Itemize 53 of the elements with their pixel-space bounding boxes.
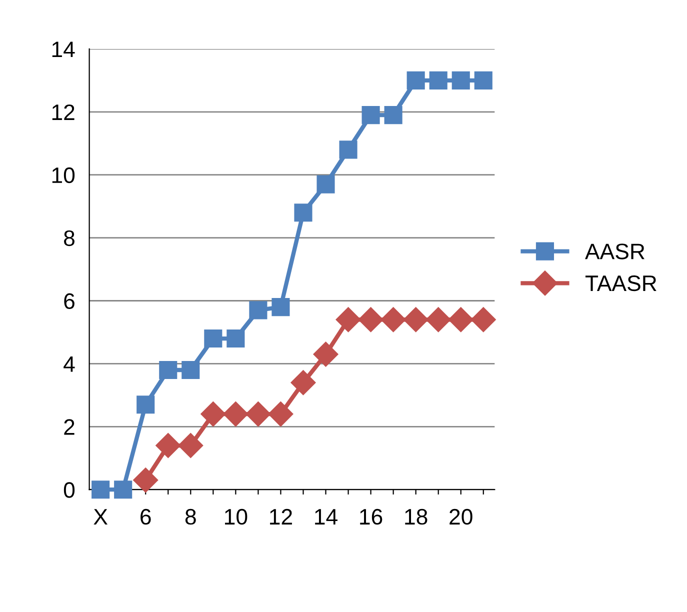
point [133,468,158,493]
point [336,307,361,332]
point [178,433,204,458]
x-tick-label: X [94,509,108,524]
point [272,298,290,316]
point [290,370,316,396]
y-tick-label: 2 [64,419,74,435]
x-tick-label: 20 [450,508,472,525]
point [136,396,155,414]
point [406,71,425,90]
y-tick-label: 8 [64,230,74,246]
point [159,360,178,380]
point [246,402,271,427]
point [429,71,448,90]
point [358,307,384,332]
y-tick-label: 0 [64,482,75,498]
legend-label: AASR [585,244,644,260]
point [403,307,428,332]
x-tick-label: 14 [315,509,338,524]
y-tick-label: 4 [64,356,75,372]
point [92,480,110,499]
point [294,204,312,222]
point [249,301,268,320]
point [339,140,358,159]
x-tick-label: 6 [140,508,151,525]
y-tick-label: 6 [64,293,74,310]
x-tick-label: 8 [185,508,196,525]
point [474,71,492,90]
point [200,402,226,427]
point [452,71,470,90]
point [313,342,338,367]
point [470,307,496,332]
point [204,329,222,348]
point [316,175,335,194]
point [182,360,200,380]
point [380,307,406,332]
y-tick-label: 12 [52,104,74,120]
point [156,433,181,458]
point [268,402,294,427]
y-tick-label: 14 [52,42,75,58]
x-tick-label: 18 [405,508,428,525]
point [223,402,248,427]
point [226,329,245,348]
legend-label: TAASR [585,275,656,292]
point [362,106,380,124]
x-tick-label: 16 [360,508,382,525]
point [114,480,132,499]
x-tick-label: 12 [270,508,292,524]
point [448,307,474,332]
x-tick-label: 10 [225,508,248,525]
y-tick-label: 10 [52,167,75,184]
point [384,106,402,124]
point [426,307,451,332]
